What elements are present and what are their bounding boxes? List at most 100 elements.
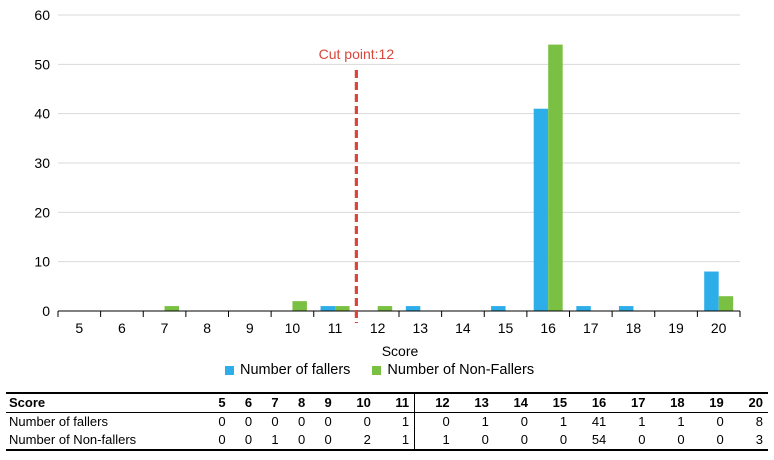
table-header-label: Score [6, 392, 204, 413]
bar-chart: 0 10 20 30 40 50 60 5 6 7 8 9 10 11 12 13 14 15 16 17 18 19 2… [34, 7, 741, 359]
table-cell: 1 [414, 431, 455, 451]
x-tick-label: 17 [583, 320, 599, 336]
data-table: Score 5 6 7 8 9 10 11 12 13 14 15 16 17 18 19 20 Number… [6, 392, 768, 451]
x-tick-label: 19 [668, 320, 684, 336]
table-header-score: 19 [689, 392, 729, 413]
table-cell: 0 [611, 431, 651, 451]
table-cell: 0 [716, 414, 724, 429]
bar-fallers [533, 108, 549, 311]
table-cell: 0 [230, 431, 258, 451]
table-cell: 0 [271, 414, 279, 429]
table-cell: 1 [677, 414, 685, 429]
table-cell: 0 [204, 431, 231, 451]
table-cell: 0 [532, 431, 573, 451]
chart-legend: Number of fallers Number of Non-Fallers [225, 362, 534, 378]
x-tick-label: 7 [161, 320, 169, 336]
y-tick-label: 0 [42, 303, 50, 319]
bar-non-fallers [335, 306, 350, 311]
table-header-score: 9 [310, 392, 337, 413]
bar-fallers [704, 271, 719, 311]
y-tick-label: 10 [34, 254, 50, 270]
table-cell: 54 [572, 431, 612, 451]
table-header-score: 6 [230, 392, 258, 413]
bar-non-fallers [164, 306, 180, 311]
bars [164, 44, 734, 311]
bar-fallers [405, 306, 421, 311]
legend-item-fallers: Number of fallers [225, 362, 350, 378]
table-header-score: 16 [572, 392, 612, 413]
table-cell: 0 [650, 431, 690, 451]
x-tick-label: 13 [413, 320, 429, 336]
table-row-label: Number of fallers [9, 414, 108, 429]
table-header-row: Score 5 6 7 8 9 10 11 12 13 14 15 16 17 18 19 20 [6, 392, 768, 413]
x-tick-label: 9 [246, 320, 254, 336]
x-tick-label: 12 [370, 320, 386, 336]
table-row: Number of Non-fallers 0 0 1 0 0 2 1 1 0 0 0 54 0 0 0 3 [6, 431, 768, 451]
bar-non-fallers [292, 301, 307, 311]
bar-non-fallers [377, 306, 393, 311]
table-cell: 1 [401, 414, 410, 429]
bar-fallers [320, 306, 336, 311]
x-axis: 5 6 7 8 9 10 11 12 13 14 15 16 17 18 19 20 [57, 310, 741, 336]
table-cell: 0 [454, 431, 494, 451]
table-row-label: Number of Non-fallers [6, 431, 204, 451]
legend-label-non-fallers: Number of Non-Fallers [387, 362, 535, 378]
x-tick-label: 15 [498, 320, 514, 336]
table-cell: 0 [283, 431, 311, 451]
bar-non-fallers [548, 44, 563, 311]
legend-swatch-non-fallers [372, 365, 382, 375]
x-tick-label: 10 [285, 320, 301, 336]
table-cell: 0 [297, 414, 306, 429]
bar-non-fallers [718, 296, 734, 311]
y-tick-label: 30 [34, 155, 50, 171]
table-cell: 8 [755, 414, 763, 429]
table-cell: 0 [310, 431, 337, 451]
table-header-score: 17 [611, 392, 651, 413]
table-cell: 2 [336, 431, 376, 451]
table-cell: 0 [493, 431, 533, 451]
table-cell: 41 [591, 414, 607, 429]
cut-point-marker: Cut point:12 [319, 46, 395, 323]
table-cell: 1 [559, 414, 568, 429]
table-header-score: 14 [493, 392, 533, 413]
y-tick-label: 20 [34, 204, 50, 220]
table-header-score: 15 [532, 392, 573, 413]
x-tick-label: 16 [540, 320, 556, 336]
table-header-score: 7 [257, 392, 284, 413]
table-header-score: 5 [204, 392, 231, 413]
y-tick-label: 40 [34, 106, 50, 122]
table-header-score: 12 [414, 392, 455, 413]
table-cell: 0 [218, 414, 226, 429]
x-tick-label: 6 [118, 320, 126, 336]
table-cell: 0 [414, 412, 455, 431]
table-cell: 1 [481, 414, 489, 429]
table-cell: 1 [638, 414, 646, 429]
table-header-score: 18 [650, 392, 690, 413]
y-axis-ticks: 0 10 20 30 40 50 60 [34, 7, 50, 319]
table-header-score: 8 [283, 392, 311, 413]
bar-fallers [618, 306, 634, 311]
table-cell: 0 [520, 414, 528, 429]
x-tick-label: 20 [711, 320, 727, 336]
table-cell: 1 [375, 431, 415, 451]
legend-label-fallers: Number of fallers [240, 362, 351, 378]
table-cell: 0 [324, 414, 332, 429]
y-tick-label: 50 [34, 56, 50, 72]
table-cell: 3 [728, 431, 768, 451]
table-header-score: 13 [454, 392, 494, 413]
table-cell: 0 [363, 414, 371, 429]
gridlines [58, 14, 740, 263]
x-tick-label: 8 [203, 320, 211, 336]
x-tick-label: 11 [328, 320, 343, 336]
table-cell: 0 [244, 414, 253, 429]
x-axis-label: Score [382, 343, 419, 359]
table-header-score: 11 [375, 392, 415, 413]
bar-fallers [576, 306, 591, 311]
table-header-score: 10 [336, 392, 376, 413]
legend-swatch-fallers [225, 365, 234, 375]
cut-point-label: Cut point:12 [319, 46, 395, 62]
x-tick-label: 18 [626, 320, 642, 336]
table-row: Number of fallers 0 0 0 0 0 0 1 0 1 0 1 41 1 1 0 8 [6, 412, 768, 431]
table-cell: 0 [689, 431, 729, 451]
table-cell: 1 [257, 431, 284, 451]
